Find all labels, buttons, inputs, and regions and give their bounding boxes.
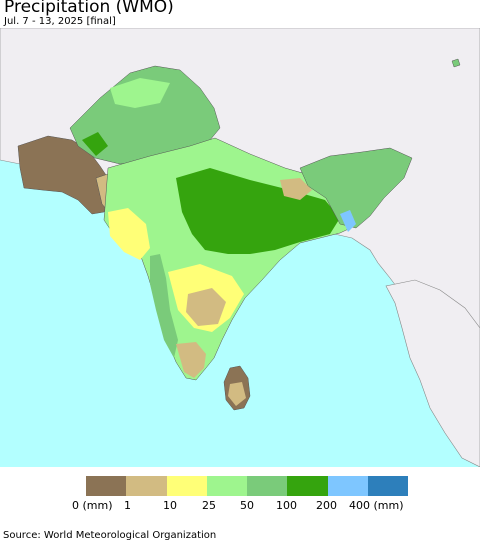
legend-swatch-400 [367,476,408,496]
legend-swatch-1 [126,476,167,496]
region-north-pale [110,78,170,108]
legend-label-50: 50 [240,499,254,512]
region-west-yellow [108,208,150,260]
region-north-dark [82,132,108,156]
legend-label-200: 200 [316,499,337,512]
region-central-heavy [176,168,340,254]
legend-label-400: 400 (mm) [349,499,404,512]
region-northeast [299,147,413,229]
region-south-tan [186,288,226,326]
precipitation-map [0,28,480,467]
legend-swatch-0 [86,476,127,496]
region-north-green [69,65,221,165]
legend-colorbar [86,476,408,496]
map-title: Precipitation (WMO) [4,0,174,17]
legend-swatch-100 [287,476,328,496]
outside-land-southeast [385,279,480,467]
legend-swatch-50 [247,476,288,496]
legend-label-10: 10 [163,499,177,512]
map-subtitle: Jul. 7 - 13, 2025 [final] [4,16,116,27]
legend-label-1: 1 [124,499,131,512]
legend-label-25: 25 [202,499,216,512]
legend-label-100: 100 [276,499,297,512]
region-southern-tip [176,342,206,378]
legend-labels: 0 (mm) 1 10 25 50 100 200 400 (mm) [0,499,480,513]
region-northeast-tan [280,178,312,200]
region-bay-coast-blue [340,210,356,232]
region-sri-lanka-south [228,382,246,406]
legend-swatch-200 [327,476,368,496]
island-marker [451,58,461,68]
legend-swatch-10 [166,476,207,496]
legend-label-0: 0 (mm) [72,499,113,512]
legend-swatch-25 [206,476,247,496]
source-credit: Source: World Meteorological Organizatio… [3,530,217,541]
region-southwest-green [150,254,178,358]
